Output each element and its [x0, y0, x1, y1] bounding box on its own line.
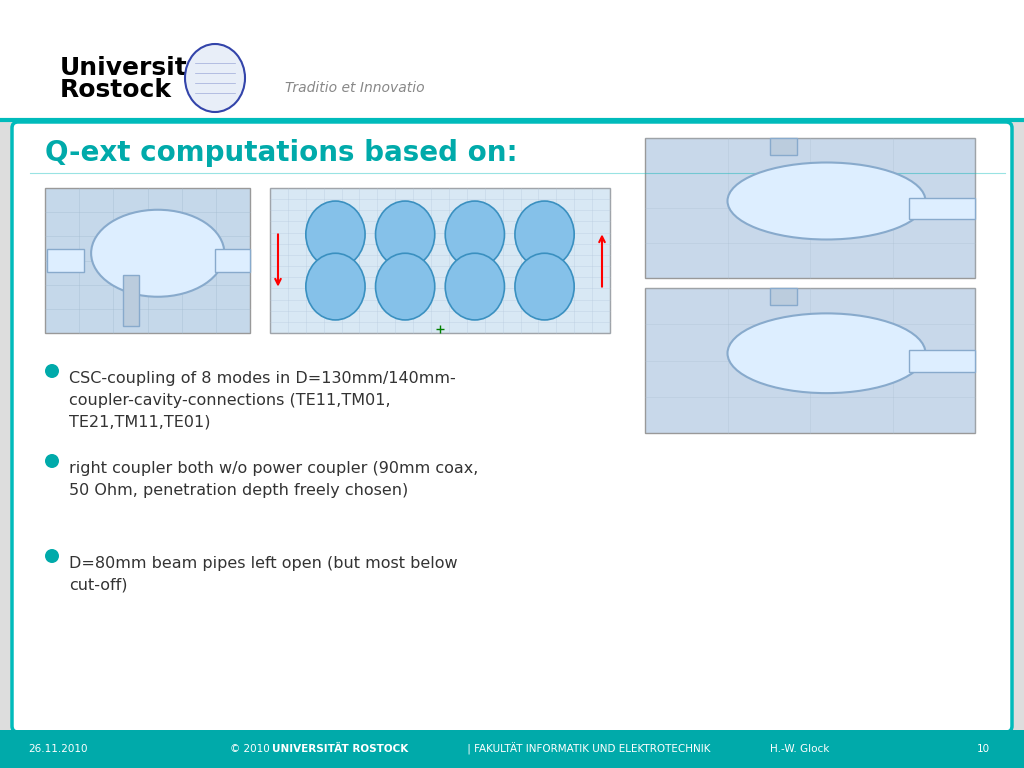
- FancyBboxPatch shape: [12, 122, 1012, 732]
- Text: CSC-coupling of 8 modes in D=130mm/140mm-
coupler-cavity-connections (TE11,TM01,: CSC-coupling of 8 modes in D=130mm/140mm…: [69, 371, 456, 429]
- Ellipse shape: [515, 253, 574, 320]
- Ellipse shape: [185, 44, 245, 112]
- Ellipse shape: [306, 253, 366, 320]
- Bar: [645, 288, 975, 433]
- Text: Q-ext computations based on:: Q-ext computations based on:: [45, 139, 517, 167]
- Bar: [770, 138, 797, 155]
- Ellipse shape: [445, 201, 505, 268]
- Ellipse shape: [445, 253, 505, 320]
- Text: right coupler both w/o power coupler (90mm coax,
50 Ohm, penetration depth freel: right coupler both w/o power coupler (90…: [69, 461, 478, 498]
- Ellipse shape: [727, 313, 926, 393]
- Circle shape: [45, 549, 59, 563]
- Bar: [909, 198, 975, 219]
- Bar: [47, 249, 84, 272]
- Bar: [645, 138, 975, 278]
- Text: Universität: Universität: [60, 56, 217, 80]
- Ellipse shape: [727, 163, 926, 240]
- Bar: [0, 0, 1024, 120]
- Bar: [215, 249, 250, 272]
- Bar: [770, 288, 797, 306]
- Ellipse shape: [515, 201, 574, 268]
- Bar: [0, 730, 1024, 768]
- Bar: [123, 275, 139, 326]
- Bar: [909, 350, 975, 372]
- Ellipse shape: [376, 253, 435, 320]
- Bar: [45, 188, 250, 333]
- Text: Rostock: Rostock: [60, 78, 172, 102]
- Text: H.-W. Glock: H.-W. Glock: [770, 744, 829, 754]
- Ellipse shape: [91, 210, 224, 296]
- Text: © 2010: © 2010: [230, 744, 273, 754]
- Text: 26.11.2010: 26.11.2010: [28, 744, 87, 754]
- Text: 10: 10: [977, 744, 990, 754]
- Ellipse shape: [376, 201, 435, 268]
- Circle shape: [45, 364, 59, 378]
- Text: | FAKULTÄT INFORMATIK UND ELEKTROTECHNIK: | FAKULTÄT INFORMATIK UND ELEKTROTECHNIK: [464, 743, 711, 755]
- Bar: [270, 188, 610, 333]
- Text: Traditio et Innovatio: Traditio et Innovatio: [285, 81, 425, 95]
- Circle shape: [45, 454, 59, 468]
- Text: UNIVERSITÄT ROSTOCK: UNIVERSITÄT ROSTOCK: [272, 744, 409, 754]
- Text: D=80mm beam pipes left open (but most below
cut-off): D=80mm beam pipes left open (but most be…: [69, 556, 458, 593]
- Ellipse shape: [306, 201, 366, 268]
